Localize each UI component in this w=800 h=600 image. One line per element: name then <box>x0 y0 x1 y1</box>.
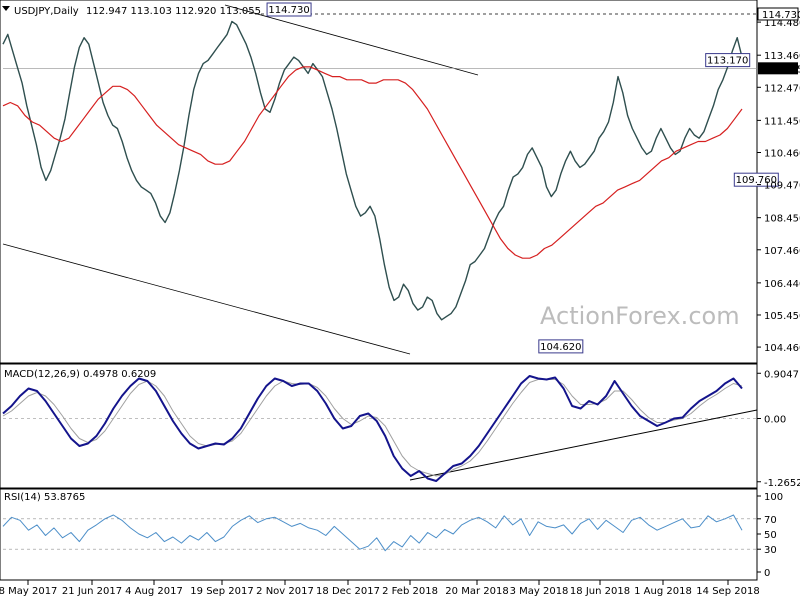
price-tick-label: 112.470 <box>764 83 800 94</box>
price-panel-frame <box>0 0 758 364</box>
date-tick-label: 2 Nov 2017 <box>256 586 314 597</box>
level-price-tag-label: 114.730 <box>762 10 800 21</box>
date-tick-label: 3 May 2018 <box>510 586 569 597</box>
rsi-panel-frame <box>0 488 758 581</box>
price-annotation-label: 113.170 <box>707 56 748 67</box>
channel-lower-trendline <box>2 243 411 355</box>
price-tick-label: 108.450 <box>764 214 800 225</box>
rsi-tick-label: 50 <box>764 530 777 541</box>
date-tick-label: 18 Dec 2017 <box>316 586 380 597</box>
moving-average-line <box>2 66 743 259</box>
macd-tick-label: -1.2652 <box>764 478 800 489</box>
price-tick-label: 106.440 <box>764 279 800 290</box>
macd-tick-label: 0.9047 <box>764 369 799 380</box>
macd-tick-label: 0.00 <box>764 415 786 426</box>
price-tick-label: 111.450 <box>764 116 800 127</box>
price-series-line <box>2 20 743 321</box>
price-annotation-box <box>705 53 751 68</box>
date-tick-label: 4 Aug 2017 <box>125 586 183 597</box>
rsi-axis: 100 70 50 30 0 <box>757 492 783 579</box>
price-annotations: 114.730 113.170 109.760 104.620 <box>266 2 779 354</box>
price-annotation-box <box>733 172 779 187</box>
macd-label: MACD(12,26,9) 0.4978 0.6209 <box>4 369 156 380</box>
date-tick-label: 19 Sep 2017 <box>190 586 253 597</box>
date-tick-label: 1 Aug 2018 <box>634 586 692 597</box>
date-tick-label: 20 Mar 2018 <box>445 586 508 597</box>
price-annotation-box <box>266 2 312 17</box>
date-tick-label: 8 May 2017 <box>0 586 57 597</box>
date-tick-label: 21 Jun 2017 <box>62 586 122 597</box>
date-tick-label: 18 Jun 2018 <box>570 586 630 597</box>
macd-axis: 0.9047 0.00 -1.2652 <box>757 369 800 489</box>
price-tick-label: 105.450 <box>764 311 800 322</box>
watermark: ActionForex.com <box>540 302 740 330</box>
collapse-triangle-icon[interactable] <box>2 6 10 11</box>
price-tick-label: 113.460 <box>764 51 800 62</box>
channel-upper-trendline <box>224 4 479 76</box>
rsi-tick-label: 0 <box>764 568 770 579</box>
price-tick-label: 110.460 <box>764 148 800 159</box>
date-tick-label: 2 Feb 2018 <box>382 586 438 597</box>
price-plot-area <box>2 4 757 355</box>
rsi-label: RSI(14) 53.8765 <box>4 492 85 503</box>
macd-line <box>2 375 743 482</box>
price-tick-label: 114.480 <box>764 18 800 29</box>
date-axis: 8 May 2017 21 Jun 2017 4 Aug 2017 19 Sep 20… <box>0 580 760 597</box>
price-tick-label: 107.460 <box>764 246 800 257</box>
rsi-plot-area <box>2 514 757 552</box>
price-annotation-box <box>538 339 584 354</box>
price-tick-label: 104.460 <box>764 343 800 354</box>
rsi-line <box>2 514 743 552</box>
date-tick-label: 14 Sep 2018 <box>696 586 759 597</box>
symbol-label: USDJPY,Daily <box>14 6 79 17</box>
macd-trendline <box>409 409 758 481</box>
price-annotation-label: 109.760 <box>736 175 777 186</box>
current-price-tag <box>758 62 798 75</box>
rsi-tick-label: 100 <box>764 492 783 503</box>
macd-plot-area <box>2 375 758 482</box>
level-price-tag <box>757 7 799 21</box>
ohlc-label: 112.947 113.103 112.920 113.055 <box>86 6 261 17</box>
current-price-tag-label: 113.055 <box>762 64 800 75</box>
price-axis: 104.460 105.450 106.440 107.460 108.450 109.4… <box>757 7 800 354</box>
price-annotation-label: 114.730 <box>268 5 309 16</box>
price-tick-label: 109.470 <box>764 181 800 192</box>
price-annotation-label: 104.620 <box>540 342 581 353</box>
rsi-tick-label: 30 <box>764 545 777 556</box>
rsi-tick-label: 70 <box>764 515 777 526</box>
